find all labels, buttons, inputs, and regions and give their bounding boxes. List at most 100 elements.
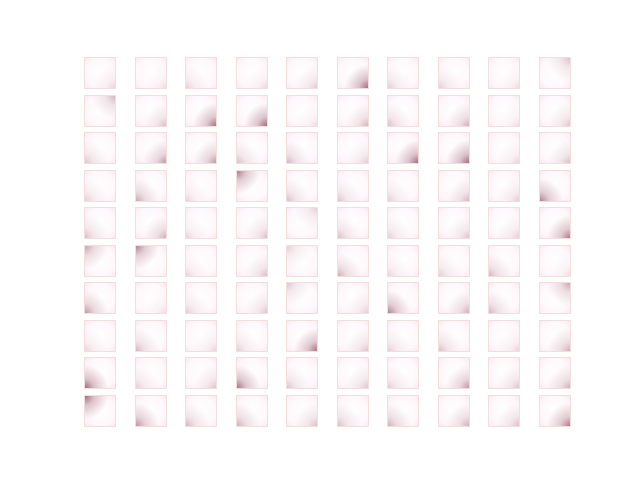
image-tile-r8-c7 <box>387 319 419 352</box>
image-tile-r2-c5 <box>286 94 318 127</box>
image-tile-r7-c1 <box>84 282 116 314</box>
image-tile-r7-c5 <box>286 282 318 314</box>
image-tile-r3-c4 <box>235 132 268 164</box>
image-tile-r10-c5 <box>286 394 318 427</box>
image-tile-r3-c9 <box>488 132 520 164</box>
image-tile-r7-c6 <box>336 282 369 314</box>
image-tile-r4-c1 <box>84 169 116 202</box>
image-tile-r6-c8 <box>437 244 470 277</box>
image-tile-r3-c1 <box>84 132 116 164</box>
image-tile-r4-c7 <box>387 169 419 202</box>
image-tile-r9-c7 <box>387 357 419 389</box>
image-tile-r5-c10 <box>538 207 571 239</box>
image-tile-r5-c8 <box>437 207 470 239</box>
image-tile-r6-c7 <box>387 244 419 277</box>
image-tile-r1-c2 <box>134 57 167 89</box>
image-tile-r9-c9 <box>488 357 520 389</box>
image-tile-r1-c10 <box>538 57 571 89</box>
image-tile-r10-c1 <box>84 394 116 427</box>
image-tile-r10-c8 <box>437 394 470 427</box>
image-tile-r1-c8 <box>437 57 470 89</box>
image-tile-r8-c1 <box>84 319 116 352</box>
image-tile-r2-c2 <box>134 94 167 127</box>
image-tile-r6-c5 <box>286 244 318 277</box>
image-tile-r9-c2 <box>134 357 167 389</box>
image-tile-r2-c3 <box>185 94 217 127</box>
image-tile-r5-c1 <box>84 207 116 239</box>
image-tile-r2-c1 <box>84 94 116 127</box>
image-tile-r6-c2 <box>134 244 167 277</box>
image-tile-r10-c4 <box>235 394 268 427</box>
image-tile-r8-c10 <box>538 319 571 352</box>
image-tile-r9-c5 <box>286 357 318 389</box>
image-tile-r2-c10 <box>538 94 571 127</box>
image-tile-r8-c8 <box>437 319 470 352</box>
image-tile-r5-c2 <box>134 207 167 239</box>
image-tile-r9-c4 <box>235 357 268 389</box>
image-tile-r7-c10 <box>538 282 571 314</box>
image-tile-r6-c4 <box>235 244 268 277</box>
image-tile-r2-c9 <box>488 94 520 127</box>
image-tile-r10-c3 <box>185 394 217 427</box>
image-tile-r2-c6 <box>336 94 369 127</box>
image-tile-r9-c6 <box>336 357 369 389</box>
image-tile-r10-c7 <box>387 394 419 427</box>
image-tile-r4-c9 <box>488 169 520 202</box>
image-tile-r5-c5 <box>286 207 318 239</box>
image-tile-r5-c7 <box>387 207 419 239</box>
image-tile-r4-c10 <box>538 169 571 202</box>
image-tile-r6-c6 <box>336 244 369 277</box>
image-tile-r7-c2 <box>134 282 167 314</box>
image-tile-r3-c2 <box>134 132 167 164</box>
image-tile-r4-c6 <box>336 169 369 202</box>
image-tile-r5-c6 <box>336 207 369 239</box>
image-tile-r2-c4 <box>235 94 268 127</box>
image-tile-r4-c5 <box>286 169 318 202</box>
image-tile-r1-c9 <box>488 57 520 89</box>
image-tile-r2-c7 <box>387 94 419 127</box>
image-tile-r10-c9 <box>488 394 520 427</box>
image-tile-r6-c9 <box>488 244 520 277</box>
image-tile-r7-c9 <box>488 282 520 314</box>
image-tile-r6-c10 <box>538 244 571 277</box>
image-tile-r1-c4 <box>235 57 268 89</box>
image-tile-r7-c4 <box>235 282 268 314</box>
image-tile-r3-c6 <box>336 132 369 164</box>
image-tile-r3-c10 <box>538 132 571 164</box>
image-tile-r4-c8 <box>437 169 470 202</box>
image-tile-r2-c8 <box>437 94 470 127</box>
image-tile-r7-c8 <box>437 282 470 314</box>
image-tile-r1-c7 <box>387 57 419 89</box>
image-tile-r3-c3 <box>185 132 217 164</box>
image-tile-r8-c4 <box>235 319 268 352</box>
image-tile-r9-c3 <box>185 357 217 389</box>
image-tile-r6-c3 <box>185 244 217 277</box>
image-tile-r3-c7 <box>387 132 419 164</box>
image-tile-r4-c4 <box>235 169 268 202</box>
image-tile-r1-c3 <box>185 57 217 89</box>
image-tile-r4-c3 <box>185 169 217 202</box>
image-tile-r5-c9 <box>488 207 520 239</box>
image-tile-r9-c10 <box>538 357 571 389</box>
image-tile-r1-c1 <box>84 57 116 89</box>
image-tile-r3-c8 <box>437 132 470 164</box>
image-tile-r7-c3 <box>185 282 217 314</box>
image-tile-r1-c6 <box>336 57 369 89</box>
image-tile-r8-c9 <box>488 319 520 352</box>
image-tile-r8-c3 <box>185 319 217 352</box>
image-tile-r10-c10 <box>538 394 571 427</box>
image-tile-r10-c2 <box>134 394 167 427</box>
image-tile-r8-c6 <box>336 319 369 352</box>
image-tile-r8-c5 <box>286 319 318 352</box>
image-tile-r10-c6 <box>336 394 369 427</box>
image-tile-r3-c5 <box>286 132 318 164</box>
image-tile-r1-c5 <box>286 57 318 89</box>
image-tile-r8-c2 <box>134 319 167 352</box>
image-tile-r4-c2 <box>134 169 167 202</box>
image-tile-r5-c3 <box>185 207 217 239</box>
image-tile-r9-c8 <box>437 357 470 389</box>
image-tile-r6-c1 <box>84 244 116 277</box>
image-tile-r9-c1 <box>84 357 116 389</box>
image-tile-r5-c4 <box>235 207 268 239</box>
